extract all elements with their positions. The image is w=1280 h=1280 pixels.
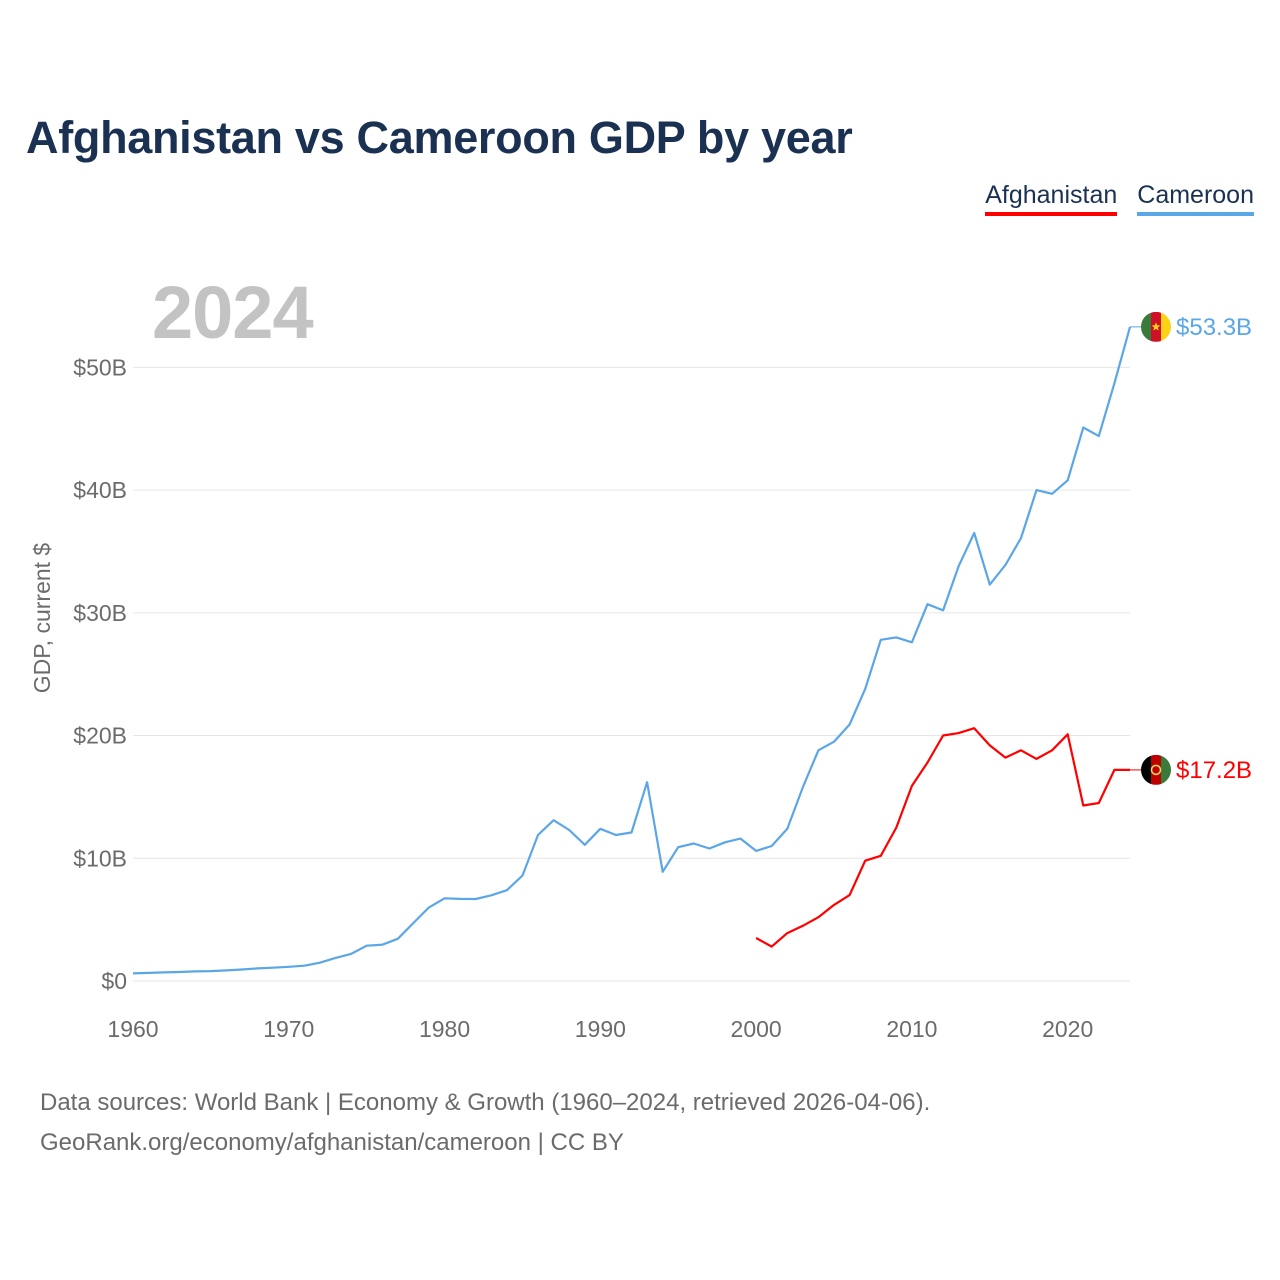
y-tick-label: $40B xyxy=(73,477,127,503)
gridlines xyxy=(133,366,1130,982)
x-tick-label: 1970 xyxy=(263,1016,314,1042)
series-lines xyxy=(132,326,1132,975)
end-labels: $53.3B $17.2B xyxy=(1130,311,1252,785)
series-line-afghanistan[interactable] xyxy=(755,727,1130,948)
legend-item-cameroon[interactable]: Cameroon xyxy=(1137,181,1254,216)
y-tick-label: $20B xyxy=(73,723,127,749)
y-tick-label: $30B xyxy=(73,600,127,626)
x-tick-label: 2020 xyxy=(1042,1016,1093,1042)
x-tick-label: 1980 xyxy=(419,1016,470,1042)
year-watermark: 2024 xyxy=(152,271,314,354)
x-axis-ticks: 1960 1970 1980 1990 2000 2010 2020 xyxy=(107,1016,1093,1042)
end-label-cameroon: $53.3B xyxy=(1176,314,1252,341)
source-line-2[interactable]: GeoRank.org/economy/afghanistan/cameroon… xyxy=(40,1129,624,1156)
y-tick-label: $0 xyxy=(101,968,127,994)
chart-title: Afghanistan vs Cameroon GDP by year xyxy=(26,112,853,163)
x-tick-label: 2000 xyxy=(731,1016,782,1042)
y-tick-label: $50B xyxy=(73,354,127,380)
y-axis-label: GDP, current $ xyxy=(29,543,55,694)
series-line-cameroon[interactable] xyxy=(132,326,1132,975)
legend-item-afghanistan[interactable]: Afghanistan xyxy=(985,181,1118,216)
x-tick-label: 2010 xyxy=(886,1016,937,1042)
x-tick-label: 1960 xyxy=(107,1016,158,1042)
y-axis-ticks: $0 $10B $20B $30B $40B $50B xyxy=(73,354,127,994)
x-tick-label: 1990 xyxy=(575,1016,626,1042)
y-tick-label: $10B xyxy=(73,845,127,871)
end-label-afghanistan: $17.2B xyxy=(1176,757,1252,784)
source-line-1: Data sources: World Bank | Economy & Gro… xyxy=(40,1089,931,1116)
legend: Afghanistan Cameroon xyxy=(985,181,1254,216)
source-note: Data sources: World Bank | Economy & Gro… xyxy=(40,1083,930,1163)
cameroon-flag-icon xyxy=(1141,311,1171,342)
afghanistan-flag-icon xyxy=(1141,754,1171,785)
